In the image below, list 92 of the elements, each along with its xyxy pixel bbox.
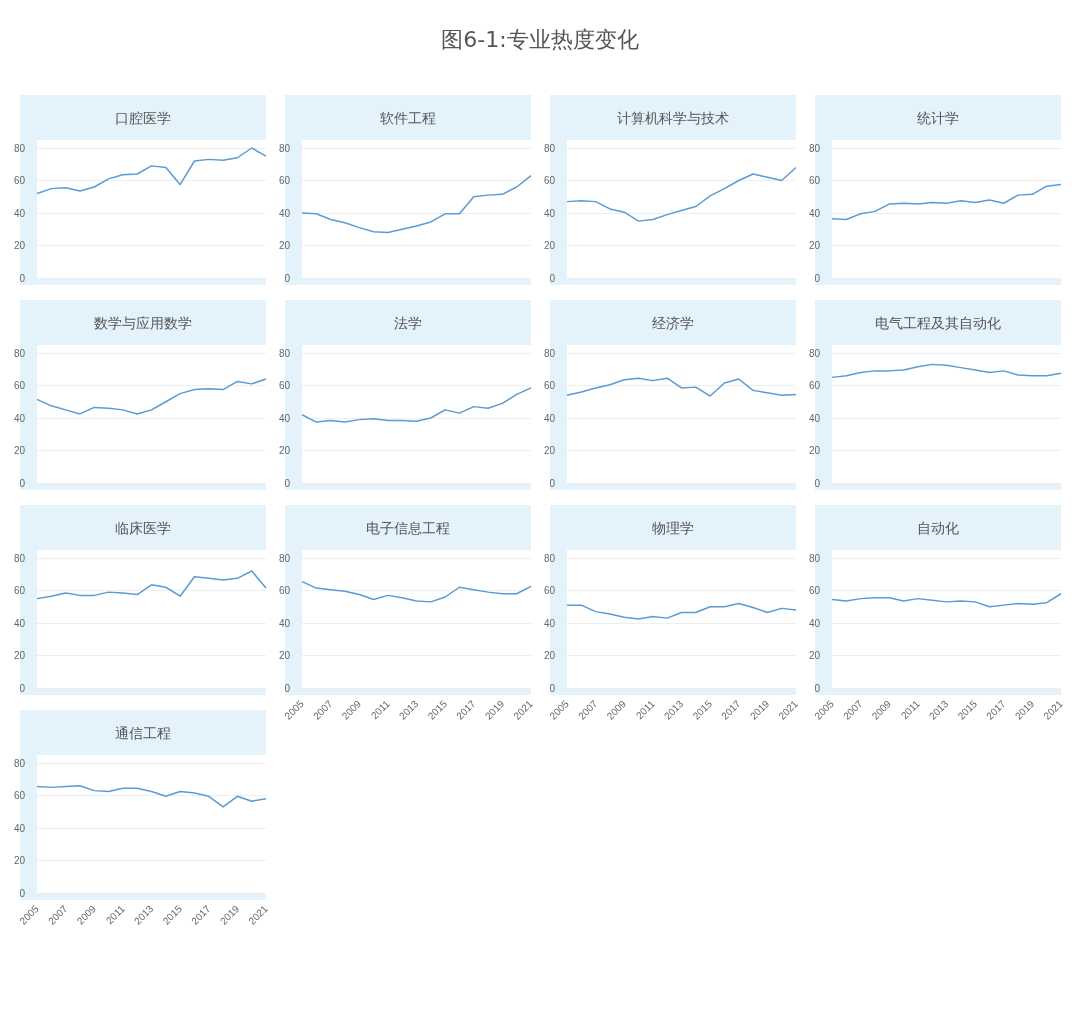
chart-title: 电子信息工程 bbox=[366, 520, 450, 536]
y-tick-label: 80 bbox=[13, 142, 26, 154]
y-tick-label: 20 bbox=[808, 445, 821, 456]
y-tick-label: 20 bbox=[13, 650, 26, 661]
y-tick-label: 0 bbox=[284, 682, 291, 694]
y-tick-label: 60 bbox=[13, 175, 26, 186]
y-tick-label: 60 bbox=[278, 380, 291, 391]
y-tick-label: 0 bbox=[814, 272, 821, 284]
y-tick-label: 0 bbox=[284, 477, 291, 489]
chart-title: 统计学 bbox=[917, 110, 959, 126]
line-series bbox=[301, 580, 532, 603]
line-series bbox=[831, 593, 1062, 608]
y-tick-label: 20 bbox=[543, 650, 556, 661]
y-tick-label: 40 bbox=[278, 207, 291, 219]
y-tick-label: 0 bbox=[284, 272, 291, 284]
y-tick-label: 0 bbox=[19, 682, 26, 694]
y-tick-label: 80 bbox=[808, 142, 821, 154]
y-tick-label: 40 bbox=[808, 617, 821, 629]
y-tick-label: 80 bbox=[543, 347, 556, 359]
chart-title: 通信工程 bbox=[115, 725, 171, 741]
y-tick-label: 60 bbox=[278, 175, 291, 186]
y-tick-label: 0 bbox=[19, 887, 26, 899]
y-tick-label: 20 bbox=[278, 445, 291, 456]
y-tick-label: 60 bbox=[543, 585, 556, 596]
chart-title: 软件工程 bbox=[380, 110, 436, 126]
y-tick-label: 20 bbox=[278, 240, 291, 251]
y-tick-label: 80 bbox=[808, 552, 821, 564]
y-tick-label: 80 bbox=[278, 142, 291, 154]
y-tick-label: 0 bbox=[814, 682, 821, 694]
chart-title: 电气工程及其自动化 bbox=[875, 315, 1001, 331]
chart-title: 临床医学 bbox=[115, 520, 171, 536]
y-tick-label: 40 bbox=[13, 207, 26, 219]
line-series bbox=[36, 147, 267, 195]
chart-title: 自动化 bbox=[917, 520, 959, 536]
y-tick-label: 80 bbox=[278, 552, 291, 564]
y-tick-label: 40 bbox=[278, 617, 291, 629]
line-series bbox=[36, 785, 267, 808]
y-tick-label: 60 bbox=[543, 175, 556, 186]
y-tick-label: 60 bbox=[13, 585, 26, 596]
y-tick-label: 0 bbox=[19, 272, 26, 284]
line-series bbox=[831, 363, 1062, 379]
y-tick-label: 40 bbox=[278, 412, 291, 424]
y-tick-label: 40 bbox=[13, 412, 26, 424]
y-tick-label: 60 bbox=[278, 585, 291, 596]
y-tick-label: 0 bbox=[549, 477, 556, 489]
chart-title: 物理学 bbox=[652, 520, 694, 536]
y-tick-label: 40 bbox=[543, 412, 556, 424]
y-tick-label: 80 bbox=[13, 757, 26, 769]
y-tick-label: 60 bbox=[13, 790, 26, 801]
line-series bbox=[566, 377, 797, 397]
line-series bbox=[566, 166, 797, 222]
line-series bbox=[36, 570, 267, 600]
y-tick-label: 60 bbox=[543, 380, 556, 391]
y-tick-label: 60 bbox=[808, 175, 821, 186]
y-tick-label: 40 bbox=[543, 617, 556, 629]
y-tick-label: 20 bbox=[278, 650, 291, 661]
y-tick-label: 20 bbox=[808, 650, 821, 661]
y-tick-label: 40 bbox=[13, 617, 26, 629]
line-series bbox=[36, 378, 267, 415]
chart-title: 口腔医学 bbox=[115, 110, 171, 126]
y-tick-label: 40 bbox=[808, 412, 821, 424]
y-tick-label: 60 bbox=[13, 380, 26, 391]
y-tick-label: 20 bbox=[13, 855, 26, 866]
y-tick-label: 20 bbox=[808, 240, 821, 251]
y-tick-label: 20 bbox=[13, 240, 26, 251]
y-tick-label: 60 bbox=[808, 585, 821, 596]
line-series bbox=[566, 602, 797, 620]
y-tick-label: 40 bbox=[13, 822, 26, 834]
y-tick-label: 0 bbox=[19, 477, 26, 489]
y-tick-label: 80 bbox=[543, 142, 556, 154]
y-tick-label: 0 bbox=[549, 682, 556, 694]
text: 图6-1:专业热度变化 bbox=[440, 26, 640, 54]
y-tick-label: 40 bbox=[543, 207, 556, 219]
y-tick-label: 80 bbox=[13, 347, 26, 359]
y-tick-label: 20 bbox=[543, 445, 556, 456]
y-tick-label: 0 bbox=[549, 272, 556, 284]
y-tick-label: 60 bbox=[808, 380, 821, 391]
line-series bbox=[831, 183, 1062, 221]
y-tick-label: 80 bbox=[13, 552, 26, 564]
y-tick-label: 80 bbox=[808, 347, 821, 359]
chart-title: 计算机科学与技术 bbox=[617, 110, 729, 126]
line-series bbox=[301, 387, 532, 423]
y-tick-label: 80 bbox=[543, 552, 556, 564]
chart-title: 经济学 bbox=[652, 315, 694, 331]
y-tick-label: 40 bbox=[808, 207, 821, 219]
y-tick-label: 80 bbox=[278, 347, 291, 359]
chart-title: 法学 bbox=[394, 315, 422, 331]
y-tick-label: 20 bbox=[543, 240, 556, 251]
y-tick-label: 20 bbox=[13, 445, 26, 456]
line-series bbox=[301, 174, 532, 234]
chart-title: 数学与应用数学 bbox=[94, 315, 192, 331]
y-tick-label: 0 bbox=[814, 477, 821, 489]
